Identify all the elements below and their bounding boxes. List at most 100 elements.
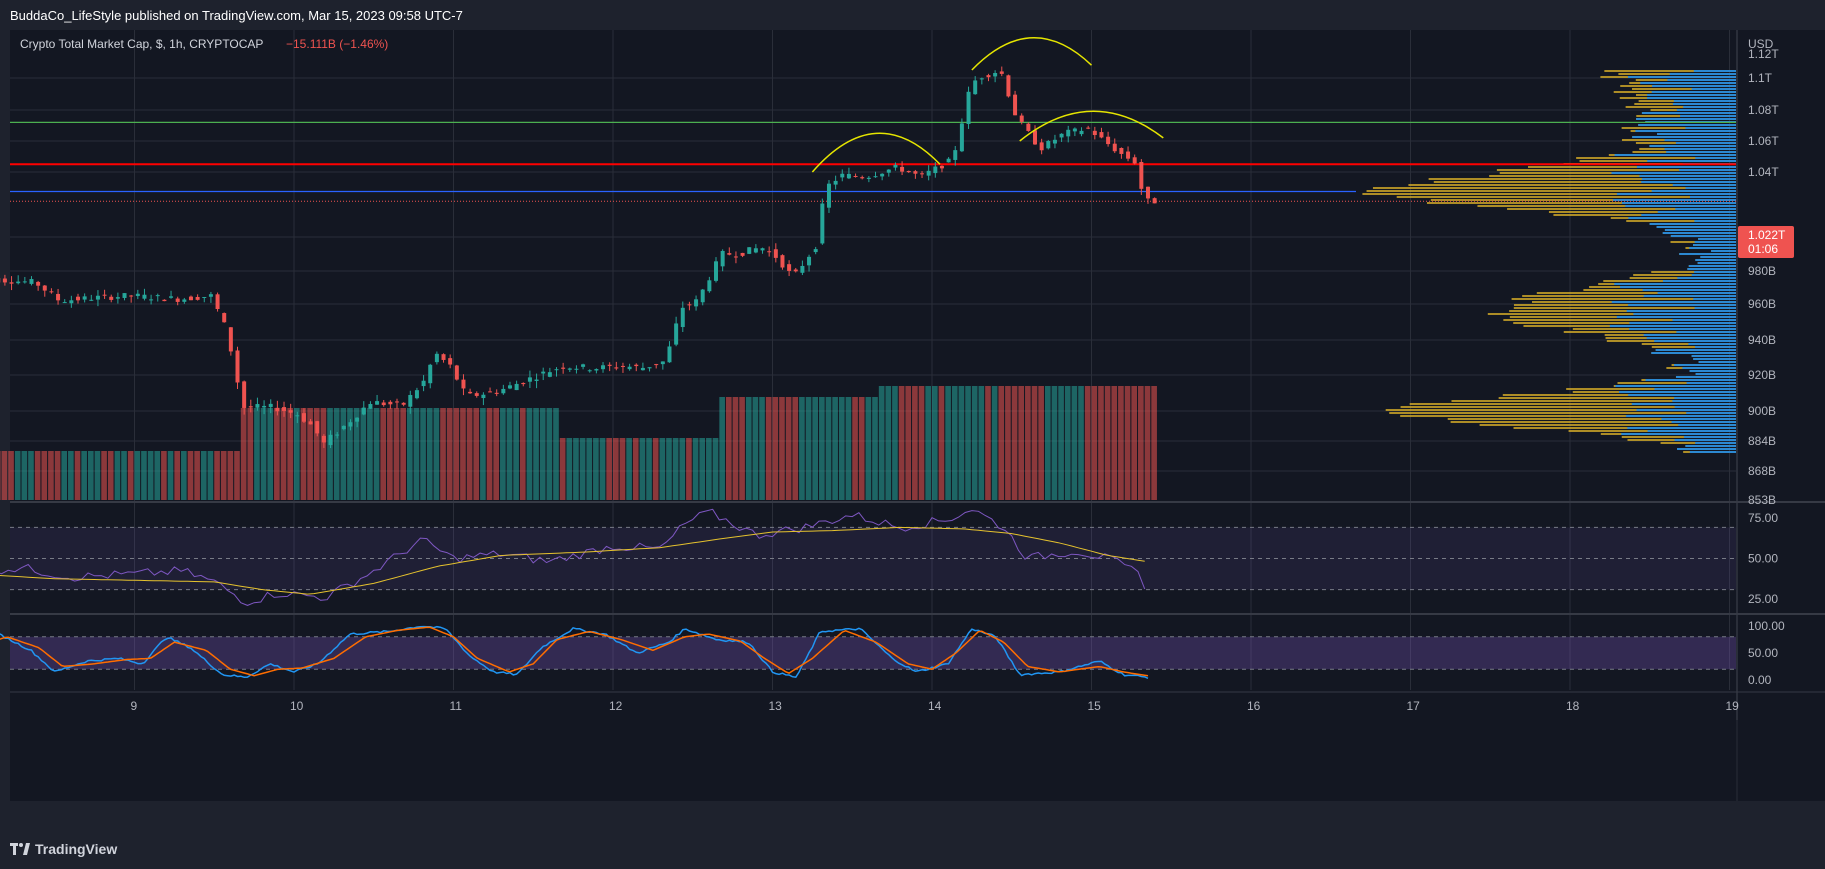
horizontal-levels[interactable] [10,121,1736,202]
candle-body [454,365,459,380]
profile-row-value-area [1651,352,1736,354]
profile-row-value-area [1672,319,1736,321]
volume-bar [101,451,107,500]
profile-row-value-area [1693,70,1736,72]
candle-body [49,291,54,293]
stoch-k-line [0,625,1149,679]
volume-bar [639,438,646,500]
volume-bar [586,438,593,500]
profile-row-value-area [1675,142,1736,144]
volume-bar [1005,386,1011,500]
candle-body [308,421,313,425]
time-tick-label: 19 [1726,699,1740,713]
time-tick-label: 10 [290,699,304,713]
profile-row-value-area [1641,181,1736,183]
profile-row [1621,127,1736,129]
candle-body [767,251,772,253]
profile-row-value-area [1641,178,1736,180]
candle-body [913,171,918,174]
candle-body [361,407,366,415]
profile-row [1633,274,1736,276]
volume-bar [991,386,998,500]
profile-row-value-area [1641,112,1736,114]
volume-bar [234,451,240,500]
profile-row-value-area [1679,253,1736,255]
candle-body [900,166,905,172]
volume-bar [267,408,274,500]
candle-body [268,403,273,408]
candle-body [873,176,878,178]
volume-bar [539,408,546,500]
candle-body [521,382,526,385]
profile-row-value-area [1647,160,1736,162]
profile-row-value-area [1675,208,1736,210]
volume-bar [121,451,127,500]
volume-bar [360,408,367,500]
candle-body [714,261,719,281]
profile-row [1502,394,1736,396]
volume-bar [313,408,320,500]
candle-body [16,281,21,284]
profile-row [1513,307,1736,309]
candle-body [368,403,373,409]
candle-body [820,203,825,244]
profile-row-value-area [1655,349,1736,351]
candle-body [793,269,798,272]
candle-body [694,299,699,307]
tradingview-logo[interactable]: TradingView [10,841,117,857]
price-tick-label: 900B [1748,404,1776,418]
profile-row-value-area [1641,214,1736,216]
volume-bar [147,451,154,500]
volume-bar [426,408,433,500]
volume-bar [127,451,134,500]
volume-bar [1011,386,1018,500]
volume-bar [74,451,81,500]
volume-bar [453,408,460,500]
candle-body [328,434,333,446]
candle-body [640,367,645,371]
candle-body [242,381,247,408]
stoch-tick-label: 0.00 [1748,673,1772,687]
volume-bar [48,451,54,500]
profile-row [1430,199,1736,201]
profile-row-value-area [1654,388,1736,390]
volume-bar [666,438,672,500]
volume-bars [0,386,1157,500]
candle-body [1066,129,1071,137]
volume-bar [819,397,825,500]
candle-body [587,370,592,372]
chart-area[interactable]: 1.12T1.1T1.08T1.06T1.04T1T980B960B940B92… [0,30,1825,831]
candle-body [255,404,260,408]
candle-body [860,177,865,179]
volume-bar [8,451,14,500]
volume-bar [294,408,300,500]
candle-body [122,293,127,298]
candle-body [594,369,599,371]
rsi-tick-label: 50.00 [1748,552,1778,566]
volume-bar [1031,386,1038,500]
profile-row-value-area [1691,88,1736,90]
volume-bar [679,438,686,500]
volume-bar [493,408,500,500]
volume-bar [486,408,493,500]
profile-row-value-area [1616,193,1736,195]
candle-body [348,422,353,427]
profile-row-value-area [1631,403,1736,405]
candle-body [1086,127,1091,129]
volume-bar [998,386,1005,500]
candle-body [275,407,280,412]
volume-bar [1044,386,1051,500]
profile-row-value-area [1654,340,1736,342]
profile-row-value-area [1627,427,1736,429]
volume-bar [599,438,606,500]
profile-row-value-area [1621,202,1736,204]
candle-body [999,71,1004,74]
candle-body [700,289,705,303]
candle-body [787,264,792,271]
profile-row-value-area [1685,187,1736,189]
profile-row-value-area [1662,280,1736,282]
candle-body [414,390,419,399]
candle-body [1006,75,1011,97]
volume-bar [181,451,187,500]
profile-row [1426,202,1736,204]
